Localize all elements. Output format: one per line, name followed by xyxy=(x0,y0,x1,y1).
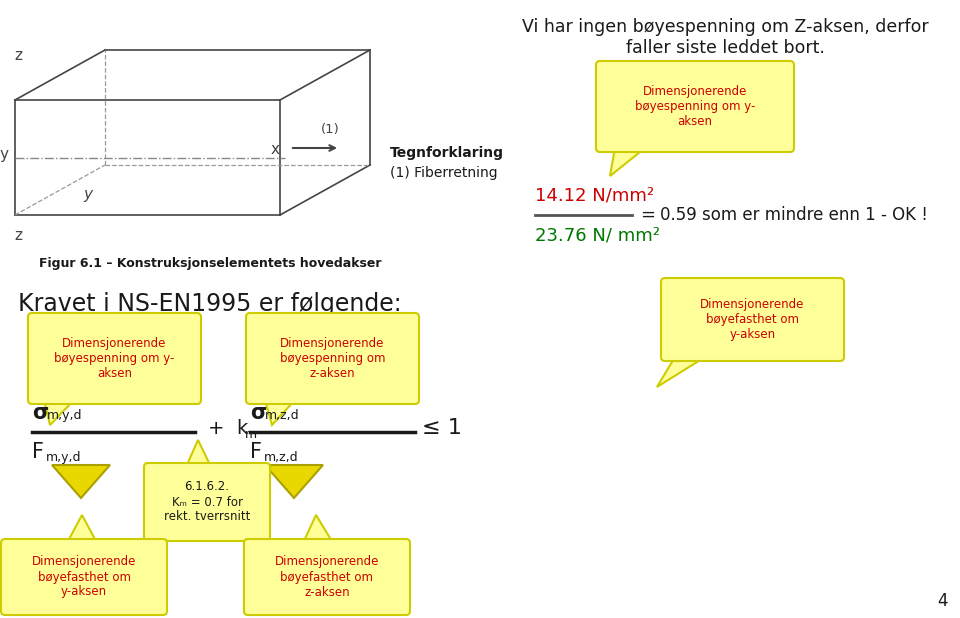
Text: Dimensjonerende
bøyespenning om
z-aksen: Dimensjonerende bøyespenning om z-aksen xyxy=(279,337,385,380)
Polygon shape xyxy=(44,400,74,425)
Text: 14.12 N/mm²: 14.12 N/mm² xyxy=(535,187,654,205)
Polygon shape xyxy=(610,148,645,176)
Text: Dimensjonerende
bøyefasthet om
z-aksen: Dimensjonerende bøyefasthet om z-aksen xyxy=(275,556,379,598)
Text: 4: 4 xyxy=(938,592,948,610)
Text: x: x xyxy=(271,143,279,158)
Text: F: F xyxy=(250,442,262,462)
FancyBboxPatch shape xyxy=(144,463,270,541)
Text: +  k: + k xyxy=(208,418,249,438)
FancyBboxPatch shape xyxy=(1,539,167,615)
Polygon shape xyxy=(265,465,323,498)
Polygon shape xyxy=(52,465,110,498)
Text: z: z xyxy=(14,227,22,242)
Text: F: F xyxy=(32,442,44,462)
Text: Tegnforklaring: Tegnforklaring xyxy=(390,146,504,160)
Text: Dimensjonerende
bøyefasthet om
y-aksen: Dimensjonerende bøyefasthet om y-aksen xyxy=(700,298,804,341)
Text: m,y,d: m,y,d xyxy=(46,452,82,465)
Text: Dimensjonerende
bøyespenning om y-
aksen: Dimensjonerende bøyespenning om y- aksen xyxy=(635,85,756,128)
Text: 23.76 N/ mm²: 23.76 N/ mm² xyxy=(535,226,660,244)
Polygon shape xyxy=(265,400,295,425)
FancyBboxPatch shape xyxy=(661,278,844,361)
Text: y: y xyxy=(84,187,92,203)
FancyBboxPatch shape xyxy=(28,313,201,404)
Text: Dimensjonerende
bøyefasthet om
y-aksen: Dimensjonerende bøyefasthet om y-aksen xyxy=(32,556,136,598)
Text: m: m xyxy=(245,428,257,441)
Text: ≤ 1: ≤ 1 xyxy=(422,418,462,438)
Text: Kravet i NS-EN1995 er følgende:: Kravet i NS-EN1995 er følgende: xyxy=(18,292,401,316)
Text: 6.1.6.2.
Kₘ = 0.7 for
rekt. tverrsnitt: 6.1.6.2. Kₘ = 0.7 for rekt. tverrsnitt xyxy=(164,481,251,523)
Polygon shape xyxy=(67,515,97,543)
FancyBboxPatch shape xyxy=(246,313,419,404)
Text: Figur 6.1 – Konstruksjonselementets hovedakser: Figur 6.1 – Konstruksjonselementets hove… xyxy=(38,256,381,269)
Text: m,y,d: m,y,d xyxy=(47,410,83,423)
Text: Vi har ingen bøyespenning om Z-aksen, derfor
faller siste leddet bort.: Vi har ingen bøyespenning om Z-aksen, de… xyxy=(521,18,928,57)
Text: z: z xyxy=(14,48,22,62)
FancyBboxPatch shape xyxy=(244,539,410,615)
Text: 0.59 som er mindre enn 1 - OK !: 0.59 som er mindre enn 1 - OK ! xyxy=(660,206,928,224)
Text: Dimensjonerende
bøyespenning om y-
aksen: Dimensjonerende bøyespenning om y- aksen xyxy=(55,337,175,380)
Text: $\mathbf{\sigma}$: $\mathbf{\sigma}$ xyxy=(32,403,49,423)
Polygon shape xyxy=(186,440,211,467)
Polygon shape xyxy=(657,357,705,387)
Text: m,z,d: m,z,d xyxy=(264,452,299,465)
Text: m,z,d: m,z,d xyxy=(265,410,300,423)
Text: (1) Fiberretning: (1) Fiberretning xyxy=(390,166,497,180)
Text: =: = xyxy=(640,206,655,224)
Text: $\mathbf{\sigma}$: $\mathbf{\sigma}$ xyxy=(250,403,267,423)
Polygon shape xyxy=(303,515,333,543)
FancyBboxPatch shape xyxy=(596,61,794,152)
Text: (1): (1) xyxy=(321,123,340,136)
Text: y: y xyxy=(0,148,9,163)
